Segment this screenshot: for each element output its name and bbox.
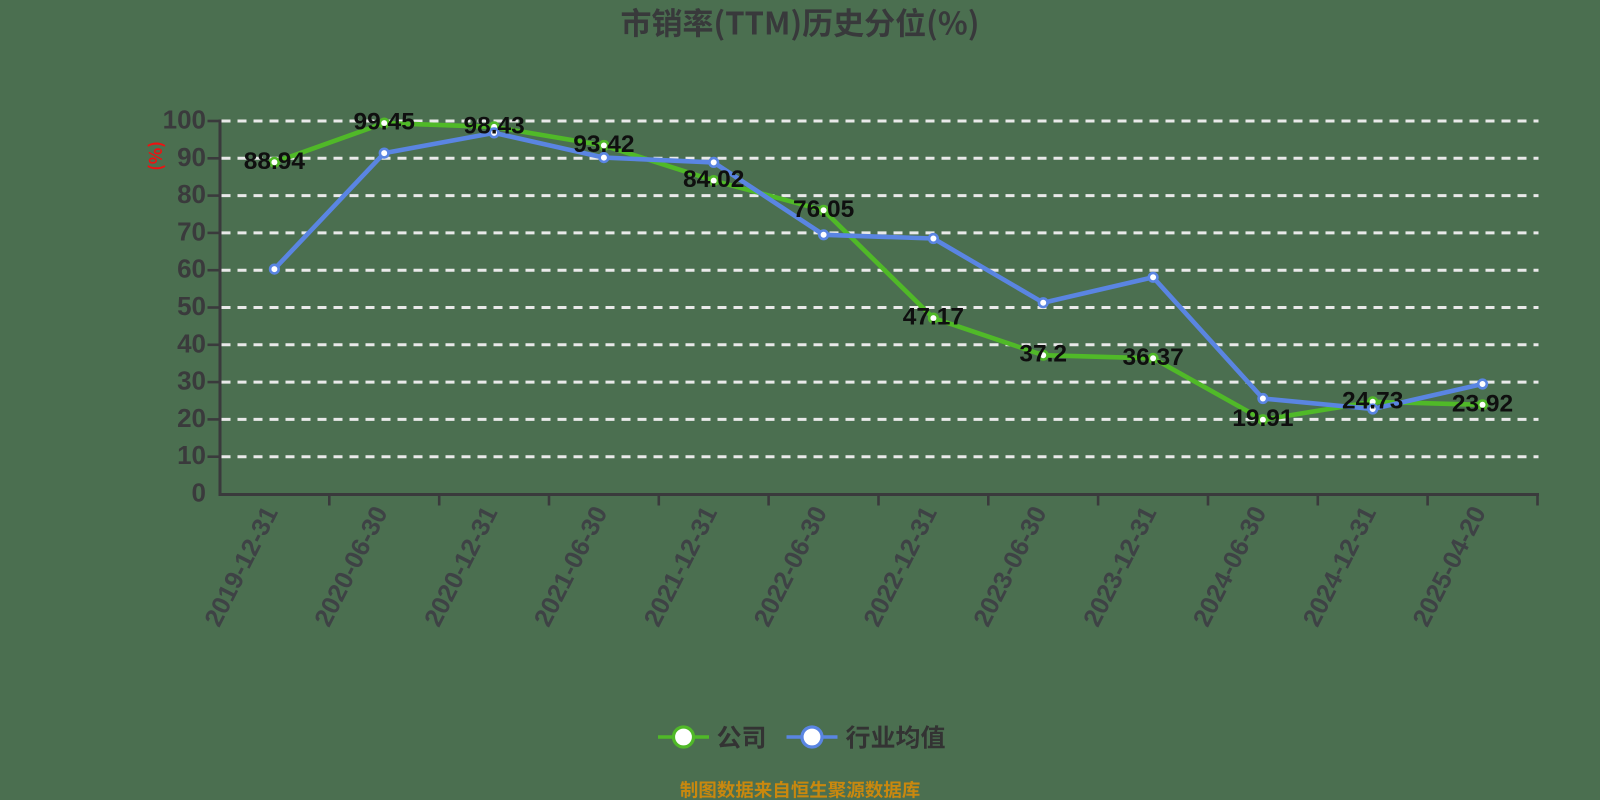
svg-text:47.17: 47.17	[903, 304, 964, 331]
svg-text:88.94: 88.94	[244, 148, 306, 175]
svg-text:24.73: 24.73	[1342, 387, 1403, 414]
svg-text:36.37: 36.37	[1122, 344, 1183, 371]
svg-text:99.45: 99.45	[354, 109, 415, 136]
svg-text:50: 50	[177, 291, 206, 321]
svg-text:80: 80	[177, 179, 206, 209]
svg-text:10: 10	[177, 440, 206, 470]
svg-text:70: 70	[177, 216, 206, 246]
svg-text:98.43: 98.43	[463, 112, 524, 139]
svg-text:84.02: 84.02	[683, 166, 744, 193]
svg-text:20: 20	[177, 403, 206, 433]
svg-text:40: 40	[177, 328, 206, 358]
svg-text:100: 100	[163, 105, 206, 135]
svg-text:30: 30	[177, 366, 206, 396]
svg-text:19.91: 19.91	[1232, 405, 1293, 432]
svg-text:37.2: 37.2	[1019, 341, 1067, 368]
svg-text:23.92: 23.92	[1452, 390, 1513, 417]
svg-text:93.42: 93.42	[573, 131, 634, 158]
svg-text:0: 0	[192, 478, 206, 508]
svg-text:76.05: 76.05	[793, 196, 854, 223]
svg-text:60: 60	[177, 254, 206, 284]
svg-text:90: 90	[177, 142, 206, 172]
